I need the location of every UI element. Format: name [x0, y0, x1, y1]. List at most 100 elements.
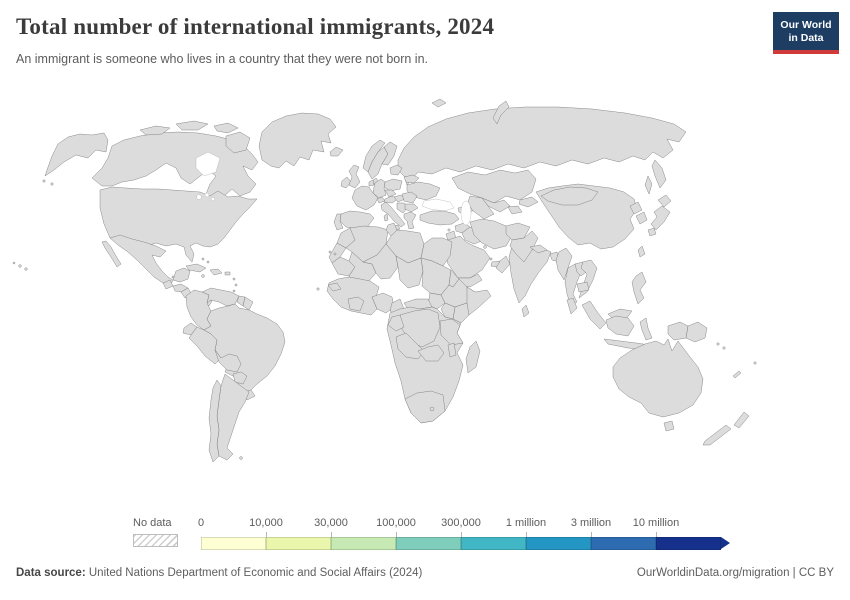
country-usa-hawaii[interactable]	[24, 267, 28, 271]
country-russia-sakhalin[interactable]	[644, 175, 653, 195]
country-chile[interactable]	[208, 379, 222, 463]
country-canary-islands[interactable]	[333, 252, 337, 256]
country-madagascar[interactable]	[465, 340, 481, 374]
country-mexico[interactable]	[109, 234, 174, 287]
country-malaysia[interactable]	[566, 297, 578, 315]
country-bulgaria[interactable]	[404, 203, 419, 213]
legend-bin[interactable]	[461, 537, 526, 550]
country-united-kingdom[interactable]	[348, 164, 361, 189]
country-falkland-islands[interactable]	[239, 456, 243, 460]
country-qatar[interactable]	[489, 257, 493, 261]
country-gabon[interactable]	[387, 314, 405, 332]
country-switzerland[interactable]	[376, 196, 386, 204]
country-usa-aleutians[interactable]	[50, 182, 54, 186]
country-netherlands[interactable]	[368, 179, 375, 187]
country-japan-kyushu[interactable]	[647, 227, 657, 237]
country-new-zealand-north[interactable]	[733, 411, 750, 429]
legend-bin[interactable]	[396, 537, 461, 550]
country-lesser-antilles[interactable]	[232, 289, 236, 293]
country-sri-lanka[interactable]	[521, 304, 530, 318]
country-solomon-islands[interactable]	[716, 342, 720, 346]
country-ireland[interactable]	[340, 176, 352, 189]
legend-no-data-swatch[interactable]	[133, 534, 178, 547]
country-portugal[interactable]	[333, 213, 344, 231]
country-kuwait[interactable]	[483, 245, 487, 249]
country-malawi[interactable]	[447, 342, 457, 358]
country-czechia[interactable]	[384, 189, 397, 198]
country-mexico-baja[interactable]	[101, 240, 122, 268]
country-south-korea[interactable]	[635, 211, 648, 225]
country-kyrgyzstan[interactable]	[518, 196, 539, 208]
country-canada-baffin[interactable]	[225, 131, 251, 154]
country-japan-hokkaido[interactable]	[657, 194, 672, 208]
country-canary-islands[interactable]	[328, 250, 332, 254]
country-canada-arctic-2[interactable]	[175, 120, 209, 131]
country-tanzania[interactable]	[439, 318, 464, 346]
country-usa[interactable]	[99, 186, 258, 263]
country-suriname[interactable]	[242, 296, 254, 311]
country-bolivia[interactable]	[214, 349, 242, 373]
country-puerto-rico[interactable]	[224, 271, 231, 276]
legend-bin[interactable]	[201, 537, 266, 550]
country-north-korea[interactable]	[629, 201, 643, 215]
credit-link[interactable]: OurWorldinData.org/migration | CC BY	[636, 567, 834, 579]
country-australia[interactable]	[612, 338, 704, 418]
country-solomon-islands[interactable]	[722, 346, 726, 350]
country-mongolia[interactable]	[540, 186, 599, 206]
country-cuba[interactable]	[185, 263, 207, 273]
country-iran[interactable]	[469, 218, 513, 250]
country-vietnam[interactable]	[578, 259, 598, 299]
country-saudi-arabia[interactable]	[443, 235, 491, 279]
country-russia-kamchatka[interactable]	[651, 159, 667, 189]
country-svalbard[interactable]	[431, 98, 447, 108]
country-turkey[interactable]	[419, 210, 460, 226]
country-western-sahara[interactable]	[328, 242, 347, 264]
country-cyprus[interactable]	[447, 228, 451, 232]
country-canada[interactable]	[91, 131, 259, 201]
country-germany[interactable]	[372, 178, 387, 199]
country-italy[interactable]	[380, 201, 406, 228]
country-finland[interactable]	[381, 141, 398, 166]
country-usa-hawaii[interactable]	[18, 264, 22, 268]
country-niger[interactable]	[362, 243, 399, 280]
country-indonesia-sulawesi[interactable]	[639, 317, 653, 341]
country-jamaica[interactable]	[201, 274, 205, 278]
country-spain[interactable]	[339, 210, 375, 230]
country-canada-arctic-3[interactable]	[213, 122, 239, 134]
country-oman[interactable]	[495, 255, 511, 274]
country-poland[interactable]	[383, 178, 403, 192]
country-france[interactable]	[351, 185, 379, 211]
country-cambodia[interactable]	[576, 281, 590, 293]
country-usa-aleutians[interactable]	[42, 179, 46, 183]
country-ivory-coast-ghana[interactable]	[347, 296, 365, 312]
country-myanmar[interactable]	[555, 247, 573, 281]
country-senegal[interactable]	[327, 282, 342, 292]
country-usa-alaska[interactable]	[44, 132, 109, 177]
country-tajikistan[interactable]	[507, 205, 523, 215]
country-belarus[interactable]	[403, 174, 420, 184]
country-australia-tasmania[interactable]	[663, 420, 675, 432]
country-romania[interactable]	[401, 191, 418, 204]
legend-bin[interactable]	[266, 537, 331, 550]
country-philippines[interactable]	[631, 271, 647, 305]
country-taiwan[interactable]	[637, 245, 646, 258]
country-somalia[interactable]	[464, 286, 492, 316]
country-usa-hawaii[interactable]	[12, 261, 16, 265]
country-indonesia-kalimantan[interactable]	[605, 315, 635, 337]
country-nepal[interactable]	[529, 244, 548, 254]
country-iceland[interactable]	[329, 146, 344, 157]
country-fiji[interactable]	[753, 361, 757, 365]
country-bahamas[interactable]	[201, 257, 205, 261]
country-baltic-states[interactable]	[389, 164, 403, 176]
country-lesotho[interactable]	[429, 406, 435, 412]
country-indonesia-papua[interactable]	[667, 321, 689, 341]
country-kazakhstan[interactable]	[451, 169, 537, 204]
country-greece[interactable]	[403, 211, 417, 230]
legend-bin[interactable]	[591, 537, 656, 550]
country-south-africa[interactable]	[404, 390, 446, 424]
owid-logo[interactable]: Our World in Data	[773, 12, 839, 54]
legend-bin[interactable]	[526, 537, 591, 550]
country-russia[interactable]	[397, 106, 687, 186]
legend-bin[interactable]	[331, 537, 396, 550]
country-canada-arctic-1[interactable]	[139, 125, 171, 136]
